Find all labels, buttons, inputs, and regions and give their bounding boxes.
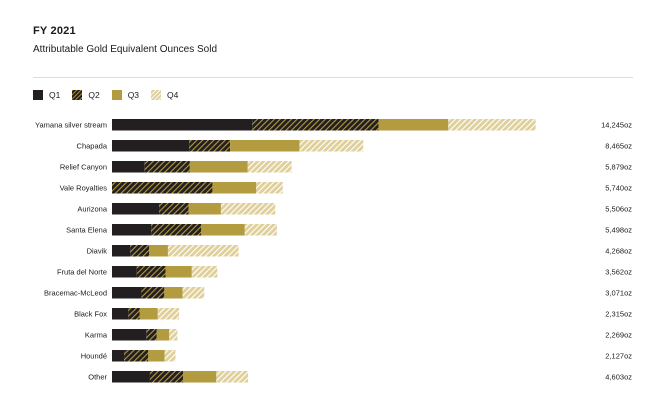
bar-segment-q3	[156, 329, 170, 341]
legend-item-q3: Q3	[111, 90, 140, 100]
bar-chart: Yamana silver stream 14,245oz Chapada 8,465…	[35, 119, 632, 383]
bar-segment-q1	[112, 161, 145, 173]
legend-swatch-q3	[111, 90, 122, 100]
bar-segment-q2	[149, 371, 183, 383]
category-label: Other	[88, 372, 107, 381]
divider	[33, 77, 633, 78]
value-label: 3,071oz	[605, 288, 632, 297]
bar-segment-q4	[256, 182, 283, 194]
bar-segment-q2	[130, 245, 150, 257]
bar-segment-q4	[191, 266, 218, 278]
legend-swatch-q4	[151, 90, 162, 100]
category-label: Bracemac-McLeod	[44, 288, 107, 297]
legend: Q1 Q2 Q3 Q4	[33, 89, 190, 101]
value-label: 8,465oz	[605, 141, 632, 150]
bar-segment-q3	[139, 308, 158, 320]
category-label: Houndé	[81, 351, 107, 360]
value-label: 2,315oz	[605, 309, 632, 318]
bar-segment-q3	[182, 371, 217, 383]
legend-item-q4: Q4	[151, 90, 178, 100]
category-label: Aurizona	[77, 204, 107, 213]
bar-segment-q4	[164, 350, 176, 362]
bar-segment-q4	[167, 245, 239, 257]
legend-item-q1: Q1	[33, 90, 60, 100]
bar-segment-q4	[157, 308, 180, 320]
legend-label-q1: Q1	[49, 90, 61, 100]
bar-segment-q2	[136, 266, 166, 278]
bar-segment-q2	[159, 203, 189, 215]
bar-segment-q3	[230, 140, 300, 152]
bar-segment-q2	[151, 224, 202, 236]
bar-segment-q2	[141, 287, 165, 299]
bar-segment-q4	[247, 161, 292, 173]
bar-segment-q1	[112, 245, 131, 257]
bar-segment-q3	[188, 203, 221, 215]
value-label: 5,498oz	[605, 225, 632, 234]
bar-segment-q3	[148, 350, 165, 362]
bar-segment-q1	[112, 224, 152, 236]
bar-segment-q1	[112, 266, 137, 278]
bar-segment-q2	[124, 350, 149, 362]
bar-segment-q2	[189, 140, 231, 152]
bar-segment-q2	[128, 308, 140, 320]
bar-segment-q4	[448, 119, 536, 131]
category-label: Relief Canyon	[60, 162, 107, 171]
bar-segment-q2	[146, 329, 157, 341]
value-label: 14,245oz	[601, 120, 632, 129]
bar-segment-q3	[378, 119, 449, 131]
bar-segment-q4	[182, 287, 205, 299]
bar-segment-q1	[112, 329, 147, 341]
bar-segment-q1	[112, 287, 142, 299]
chart-subtitle: Attributable Gold Equivalent Ounces Sold	[33, 44, 217, 55]
value-label: 4,603oz	[605, 372, 632, 381]
value-label: 5,506oz	[605, 204, 632, 213]
bar-segment-q3	[201, 224, 245, 236]
category-label: Diavik	[87, 246, 108, 255]
bar-segment-q3	[212, 182, 257, 194]
bar-segment-q2	[112, 182, 213, 194]
bar-segment-q2	[144, 161, 190, 173]
bar-segment-q1	[112, 371, 150, 383]
bar-segment-q2	[252, 119, 379, 131]
bar-segment-q4	[216, 371, 249, 383]
bar-segment-q3	[165, 266, 192, 278]
value-label: 2,269oz	[605, 330, 632, 339]
legend-swatch-q2	[72, 90, 83, 100]
legend-label-q4: Q4	[167, 90, 179, 100]
category-label: Chapada	[77, 141, 108, 150]
category-label: Fruta del Norte	[57, 267, 107, 276]
bar-segment-q3	[189, 161, 248, 173]
legend-label-q3: Q3	[127, 90, 140, 100]
value-label: 2,127oz	[605, 351, 632, 360]
legend-item-q2: Q2	[72, 90, 100, 100]
bar-segment-q1	[112, 350, 125, 362]
legend-swatch-q1	[33, 90, 43, 100]
bar-segment-q4	[169, 329, 178, 341]
bar-segment-q1	[112, 140, 190, 152]
legend-label-q2: Q2	[88, 90, 100, 100]
category-label: Vale Royalties	[60, 183, 108, 192]
bar-segment-q3	[164, 287, 183, 299]
category-label: Yamana silver stream	[35, 120, 107, 129]
chart-title: FY 2021	[33, 25, 76, 37]
bar-segment-q3	[149, 245, 168, 257]
value-label: 5,879oz	[605, 162, 632, 171]
category-label: Santa Elena	[66, 225, 108, 234]
bar-segment-q1	[112, 119, 253, 131]
bar-segment-q4	[220, 203, 276, 215]
value-label: 3,562oz	[605, 267, 632, 276]
category-label: Karma	[85, 330, 108, 339]
value-label: 5,740oz	[605, 183, 632, 192]
bar-segment-q1	[112, 203, 160, 215]
bar-segment-q1	[112, 308, 129, 320]
value-label: 4,268oz	[605, 246, 632, 255]
bars-group: Yamana silver stream 14,245oz Chapada 8,465…	[35, 119, 632, 383]
category-label: Black Fox	[74, 309, 107, 318]
bar-segment-q4	[244, 224, 277, 236]
bar-segment-q4	[299, 140, 364, 152]
